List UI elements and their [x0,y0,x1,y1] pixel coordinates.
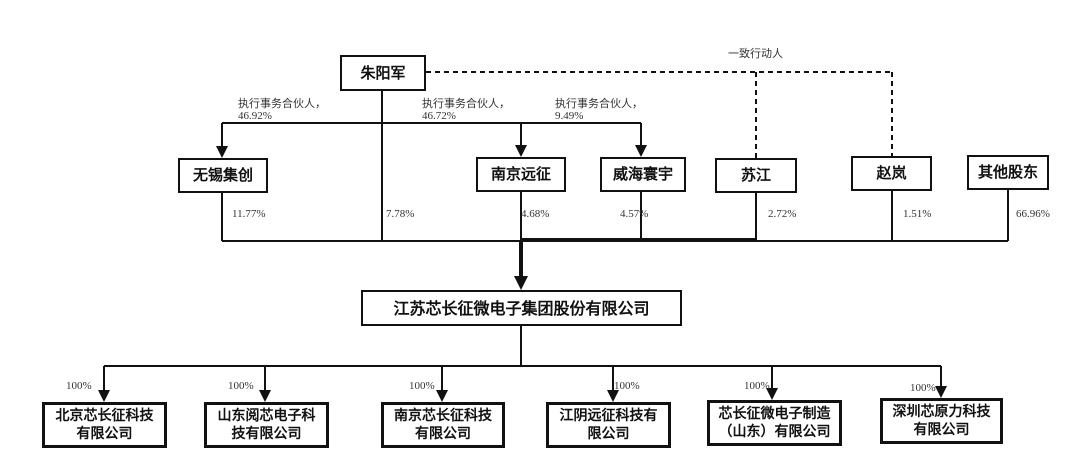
sub-nanjing: 南京芯长征科技 有限公司 [381,402,505,448]
partner-pct-2: 46.72% [422,110,456,122]
arrow-down-icon [436,390,448,402]
sub-name-line1: 山东阅芯电子科 [217,408,316,424]
node-weihai-huanyu: 威海寰宇 [600,157,686,192]
sub-name-line2: 有限公司 [415,426,471,442]
node-other-shareholders: 其他股东 [967,155,1049,190]
sub-pct-6: 100% [910,382,936,394]
sub-shandong-yuexin: 山东阅芯电子科 技有限公司 [204,402,329,448]
node-label: 南京远征 [490,165,551,183]
sub-name-line2: （山东）有限公司 [718,424,831,440]
arrow-down-icon [515,145,527,157]
sub-name-line1: 深圳芯原力科技 [892,404,991,420]
sub-jiangyin: 江阴远征科技有 限公司 [546,402,671,448]
pct-nanjing: 4.68% [521,208,550,220]
node-nanjing-yuanzheng: 南京远征 [476,157,566,192]
arrow-down-icon [259,390,271,402]
node-main-company: 江苏芯长征微电子集团股份有限公司 [361,290,682,326]
pct-su: 2.72% [768,208,797,220]
partner-role-2: 执行事务合伙人， [422,97,510,110]
node-label: 其他股东 [977,163,1038,181]
sub-pct-1: 100% [66,380,92,392]
partner-role-1: 执行事务合伙人， [238,97,326,110]
node-zhu-yangjun: 朱阳军 [340,55,426,91]
pct-weihai: 4.57% [620,208,649,220]
node-su-jiang: 苏江 [715,158,797,193]
sub-pct-3: 100% [409,380,435,392]
arrow-down-icon [98,390,110,402]
pct-zhao: 1.51% [903,208,932,220]
sub-name-line1: 南京芯长征科技 [394,408,492,424]
sub-shandong-manufacturing: 芯长征微电子制造 （山东）有限公司 [707,400,842,446]
arrow-down-icon [635,145,647,157]
node-label: 威海寰宇 [612,165,673,183]
node-zhao-lan: 赵岚 [851,156,932,191]
arrow-down-icon [607,390,619,402]
sub-name-line2: 有限公司 [913,422,970,438]
sub-pct-4: 100% [614,380,640,392]
pct-wuxi: 11.77% [232,208,266,220]
partner-pct-3: 9.49% [555,110,584,122]
sub-pct-5: 100% [744,380,770,392]
node-label: 朱阳军 [360,63,406,82]
pct-zhu: 7.78% [386,208,415,220]
sub-shenzhen: 深圳芯原力科技 有限公司 [880,398,1003,444]
node-label: 江苏芯长征微电子集团股份有限公司 [393,298,650,318]
partner-pct-1: 46.92% [238,110,272,122]
sub-name-line1: 芯长征微电子制造 [718,406,831,422]
sub-beijing: 北京芯长征科技 有限公司 [42,402,167,448]
concert-party-label: 一致行动人 [728,47,783,60]
arrow-down-icon [216,146,228,158]
arrow-down-icon [514,276,528,290]
node-label: 苏江 [740,166,771,184]
node-label: 赵岚 [876,164,907,182]
sub-name-line2: 技有限公司 [231,426,302,442]
partner-role-3: 执行事务合伙人， [555,97,643,110]
sub-name-line2: 限公司 [587,426,630,442]
sub-pct-2: 100% [228,380,254,392]
arrow-down-icon [766,388,778,400]
pct-other: 66.96% [1016,208,1050,220]
sub-name-line1: 江阴远征科技有 [559,408,658,424]
arrow-down-icon [935,386,947,398]
sub-name-line1: 北京芯长征科技 [55,408,154,424]
node-label: 无锡集创 [192,166,253,184]
node-wuxi-jichuang: 无锡集创 [178,158,268,193]
sub-name-line2: 有限公司 [76,426,133,442]
